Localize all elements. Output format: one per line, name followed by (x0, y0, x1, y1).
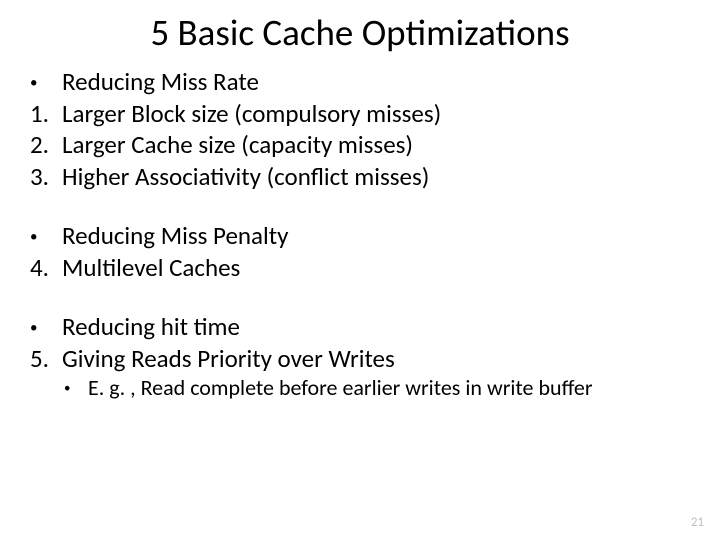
item-number: 3. (28, 162, 62, 193)
section-gap (28, 284, 692, 312)
item-number: 5. (28, 344, 62, 375)
item-text: Giving Reads Priority over Writes (62, 344, 692, 375)
section2-heading-row: • Reducing Miss Penalty (28, 221, 692, 252)
sub-item: • E. g. , Read complete before earlier w… (64, 375, 692, 402)
list-item: 1. Larger Block size (compulsory misses) (28, 99, 692, 130)
section-gap (28, 193, 692, 221)
section3-heading-row: • Reducing hit time (28, 312, 692, 343)
list-item: 3. Higher Associativity (conflict misses… (28, 162, 692, 193)
item-text: Higher Associativity (conflict misses) (62, 162, 692, 193)
list-item: 4. Multilevel Caches (28, 253, 692, 284)
section1-heading-row: • Reducing Miss Rate (28, 67, 692, 98)
slide-title: 5 Basic Cache Optimizations (28, 10, 692, 55)
list-item: 2. Larger Cache size (capacity misses) (28, 130, 692, 161)
bullet-icon: • (28, 221, 62, 252)
bullet-icon: • (28, 312, 62, 343)
section3-heading: Reducing hit time (62, 312, 692, 343)
page-number: 21 (691, 515, 704, 530)
item-text: Larger Block size (compulsory misses) (62, 99, 692, 130)
item-text: Larger Cache size (capacity misses) (62, 130, 692, 161)
item-number: 4. (28, 253, 62, 284)
bullet-icon: • (28, 67, 62, 98)
item-number: 2. (28, 130, 62, 161)
sub-text: E. g. , Read complete before earlier wri… (88, 375, 692, 402)
item-number: 1. (28, 99, 62, 130)
bullet-icon: • (64, 375, 88, 402)
item-text: Multilevel Caches (62, 253, 692, 284)
section2-heading: Reducing Miss Penalty (62, 221, 692, 252)
section1-heading: Reducing Miss Rate (62, 67, 692, 98)
slide-container: 5 Basic Cache Optimizations • Reducing M… (0, 0, 720, 402)
list-item: 5. Giving Reads Priority over Writes (28, 344, 692, 375)
